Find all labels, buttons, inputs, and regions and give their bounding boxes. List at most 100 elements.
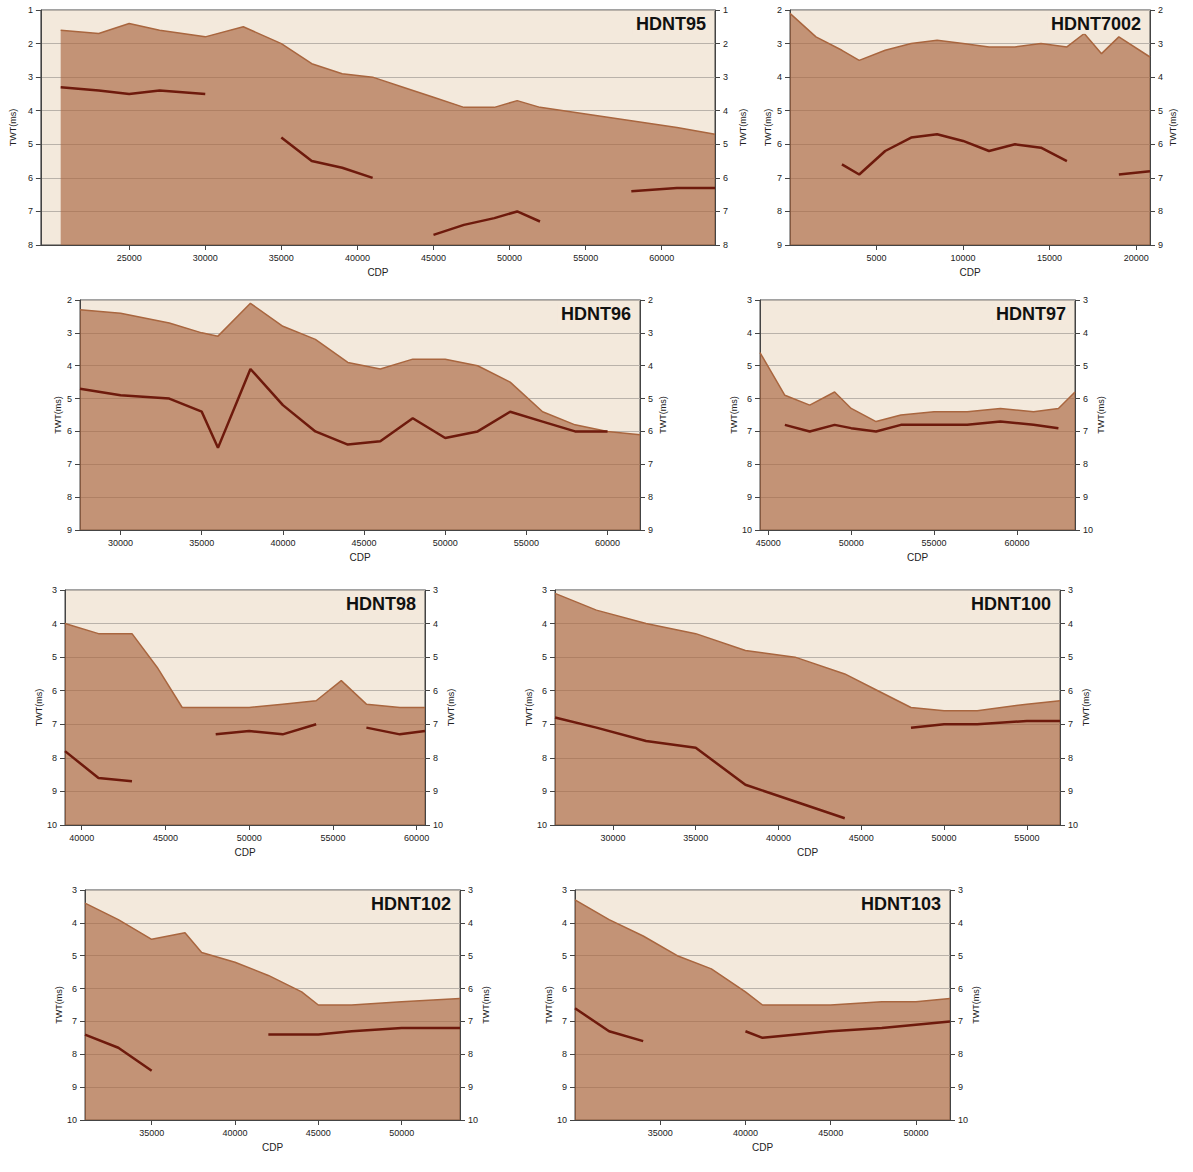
svg-text:TWT(ms): TWT(ms) xyxy=(763,109,773,146)
svg-text:10: 10 xyxy=(433,820,443,830)
svg-text:8: 8 xyxy=(648,492,653,502)
svg-text:TWT(ms): TWT(ms) xyxy=(8,109,18,146)
svg-text:CDP: CDP xyxy=(234,847,255,858)
svg-text:HDNT97: HDNT97 xyxy=(996,304,1066,324)
svg-text:5000: 5000 xyxy=(867,253,887,263)
svg-text:30000: 30000 xyxy=(600,833,625,843)
svg-text:7: 7 xyxy=(52,719,57,729)
svg-text:10000: 10000 xyxy=(951,253,976,263)
svg-text:9: 9 xyxy=(542,786,547,796)
svg-text:7: 7 xyxy=(1068,719,1073,729)
svg-text:TWT(ms): TWT(ms) xyxy=(729,396,739,433)
svg-text:9: 9 xyxy=(52,786,57,796)
svg-text:9: 9 xyxy=(777,240,782,250)
svg-text:55000: 55000 xyxy=(1014,833,1039,843)
svg-text:6: 6 xyxy=(28,173,33,183)
svg-text:7: 7 xyxy=(723,206,728,216)
svg-text:8: 8 xyxy=(1083,459,1088,469)
svg-text:50000: 50000 xyxy=(839,538,864,548)
svg-text:4: 4 xyxy=(67,361,72,371)
svg-text:2: 2 xyxy=(1158,5,1163,15)
svg-text:9: 9 xyxy=(1083,492,1088,502)
svg-text:3: 3 xyxy=(542,585,547,595)
svg-text:TWT(ms): TWT(ms) xyxy=(1168,109,1178,146)
svg-text:7: 7 xyxy=(542,719,547,729)
svg-text:45000: 45000 xyxy=(849,833,874,843)
svg-text:35000: 35000 xyxy=(269,253,294,263)
svg-text:7: 7 xyxy=(1083,426,1088,436)
svg-text:7: 7 xyxy=(67,459,72,469)
svg-text:8: 8 xyxy=(28,240,33,250)
svg-text:20000: 20000 xyxy=(1124,253,1149,263)
svg-text:8: 8 xyxy=(52,753,57,763)
svg-text:50000: 50000 xyxy=(903,1128,928,1138)
svg-text:5: 5 xyxy=(1068,652,1073,662)
svg-text:8: 8 xyxy=(72,1049,77,1059)
svg-text:6: 6 xyxy=(747,394,752,404)
svg-text:35000: 35000 xyxy=(648,1128,673,1138)
svg-text:45000: 45000 xyxy=(421,253,446,263)
svg-text:5: 5 xyxy=(52,652,57,662)
svg-text:7: 7 xyxy=(562,1016,567,1026)
svg-text:6: 6 xyxy=(723,173,728,183)
svg-text:9: 9 xyxy=(72,1082,77,1092)
svg-text:55000: 55000 xyxy=(320,833,345,843)
svg-text:3: 3 xyxy=(723,72,728,82)
svg-text:55000: 55000 xyxy=(922,538,947,548)
svg-text:55000: 55000 xyxy=(514,538,539,548)
svg-text:60000: 60000 xyxy=(404,833,429,843)
svg-text:CDP: CDP xyxy=(262,1142,283,1153)
svg-text:35000: 35000 xyxy=(139,1128,164,1138)
svg-text:8: 8 xyxy=(747,459,752,469)
svg-text:TWT(ms): TWT(ms) xyxy=(658,396,668,433)
svg-text:50000: 50000 xyxy=(237,833,262,843)
svg-text:5: 5 xyxy=(777,106,782,116)
svg-text:10: 10 xyxy=(537,820,547,830)
svg-text:7: 7 xyxy=(747,426,752,436)
svg-text:40000: 40000 xyxy=(270,538,295,548)
svg-text:6: 6 xyxy=(562,984,567,994)
svg-text:6: 6 xyxy=(1158,139,1163,149)
svg-text:40000: 40000 xyxy=(222,1128,247,1138)
svg-text:CDP: CDP xyxy=(797,847,818,858)
svg-text:3: 3 xyxy=(648,328,653,338)
svg-text:6: 6 xyxy=(648,426,653,436)
svg-text:2: 2 xyxy=(67,295,72,305)
svg-text:4: 4 xyxy=(72,918,77,928)
svg-text:9: 9 xyxy=(433,786,438,796)
svg-text:3: 3 xyxy=(52,585,57,595)
svg-text:8: 8 xyxy=(723,240,728,250)
svg-text:6: 6 xyxy=(52,686,57,696)
svg-text:45000: 45000 xyxy=(352,538,377,548)
svg-text:7: 7 xyxy=(777,173,782,183)
svg-text:3: 3 xyxy=(28,72,33,82)
svg-text:5: 5 xyxy=(433,652,438,662)
svg-text:6: 6 xyxy=(542,686,547,696)
svg-text:4: 4 xyxy=(1068,619,1073,629)
svg-text:4: 4 xyxy=(723,106,728,116)
svg-text:7: 7 xyxy=(468,1016,473,1026)
svg-text:45000: 45000 xyxy=(756,538,781,548)
svg-text:6: 6 xyxy=(958,984,963,994)
svg-text:9: 9 xyxy=(468,1082,473,1092)
svg-text:55000: 55000 xyxy=(573,253,598,263)
svg-text:3: 3 xyxy=(468,885,473,895)
svg-text:60000: 60000 xyxy=(649,253,674,263)
svg-text:HDNT103: HDNT103 xyxy=(861,894,941,914)
svg-text:60000: 60000 xyxy=(595,538,620,548)
svg-text:10: 10 xyxy=(67,1115,77,1125)
svg-text:9: 9 xyxy=(1068,786,1073,796)
svg-text:60000: 60000 xyxy=(1004,538,1029,548)
svg-text:6: 6 xyxy=(1068,686,1073,696)
svg-text:1: 1 xyxy=(28,5,33,15)
svg-text:3: 3 xyxy=(958,885,963,895)
svg-text:4: 4 xyxy=(52,619,57,629)
svg-text:3: 3 xyxy=(72,885,77,895)
svg-text:8: 8 xyxy=(1068,753,1073,763)
svg-text:50000: 50000 xyxy=(433,538,458,548)
svg-text:5: 5 xyxy=(542,652,547,662)
svg-text:7: 7 xyxy=(28,206,33,216)
svg-text:10: 10 xyxy=(1083,525,1093,535)
svg-text:8: 8 xyxy=(542,753,547,763)
svg-text:9: 9 xyxy=(1158,240,1163,250)
